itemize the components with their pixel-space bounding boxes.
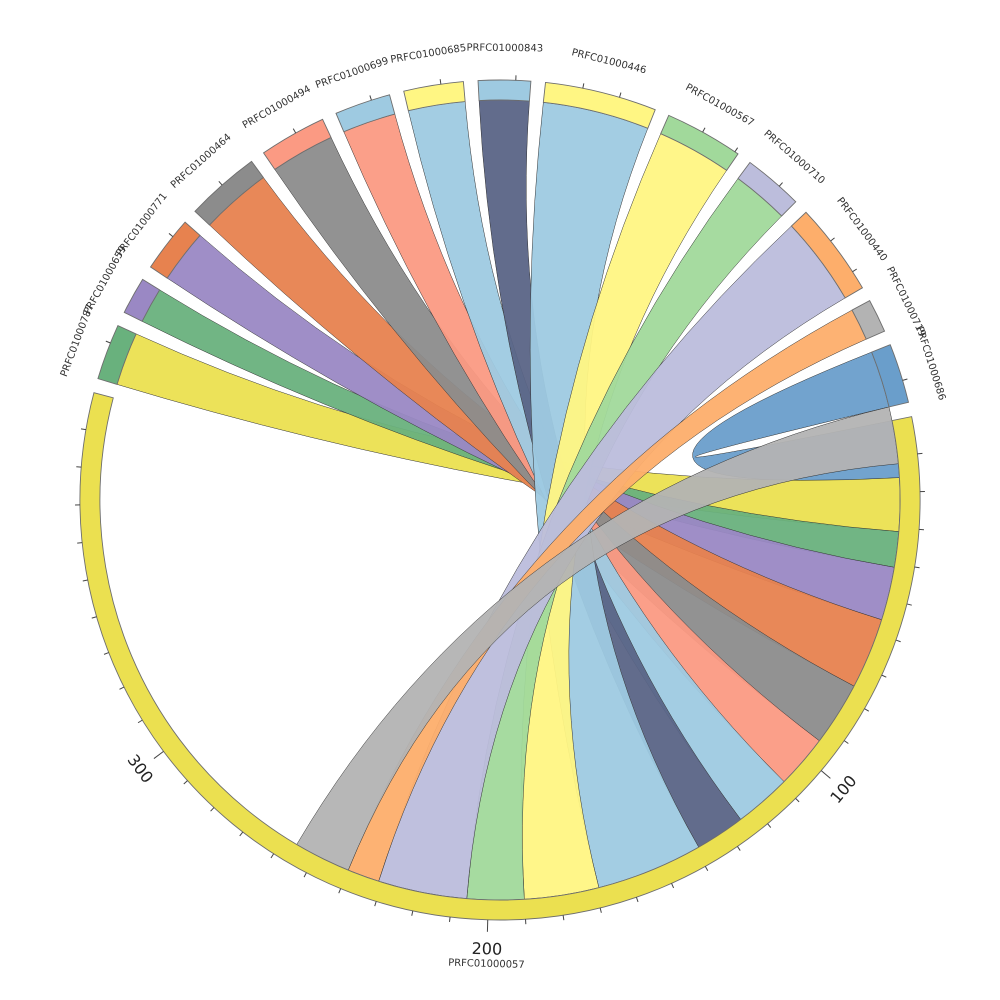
- tick-minor: [843, 740, 849, 744]
- hub-tick-label: 100: [826, 771, 860, 807]
- tick-minor: [303, 872, 307, 878]
- segment-prfc01000686: [871, 344, 910, 408]
- segment-label-prfc01000057: PRFC01000057: [448, 958, 525, 971]
- tick-minor: [439, 79, 442, 85]
- tick-minor: [168, 233, 174, 237]
- tick-minor: [902, 378, 908, 381]
- tick-minor: [881, 674, 887, 678]
- tick-minor: [895, 639, 901, 643]
- tick-minor: [906, 603, 912, 606]
- segment-prfc01000567: [660, 114, 739, 172]
- segment-prfc01000446: [542, 81, 656, 129]
- tick-minor: [864, 708, 870, 712]
- segment-prfc01000464: [194, 160, 265, 226]
- tick-minor: [635, 897, 639, 903]
- tick-minor: [734, 147, 739, 153]
- segment-label-prfc01000843: PRFC01000843: [466, 43, 543, 55]
- tick-minor: [582, 83, 585, 89]
- tick-minor: [137, 719, 143, 724]
- segment-prfc01000685: [403, 81, 466, 112]
- segment-prfc01000771: [149, 221, 201, 279]
- tick-minor: [80, 428, 87, 431]
- tick-minor: [702, 127, 706, 133]
- segment-label-prfc01000494: PRFC01000494: [241, 84, 313, 131]
- hub-tick-major: [820, 770, 831, 779]
- tick-minor: [795, 798, 800, 803]
- tick-minor: [82, 579, 88, 582]
- tick-minor: [411, 910, 414, 916]
- hub-tick-major: [153, 750, 164, 759]
- tick-minor: [374, 901, 377, 907]
- segment-prfc01000843: [477, 79, 532, 102]
- tick-minor: [369, 95, 372, 101]
- segment-label-prfc01000686: PRFC01000686: [914, 325, 948, 401]
- hub-tick-label: 200: [471, 939, 502, 959]
- tick-minor: [103, 652, 109, 655]
- tick-minor: [210, 807, 215, 812]
- segment-label-prfc01000464: PRFC01000464: [169, 132, 234, 191]
- chord-ribbons: [116, 99, 901, 901]
- tick-minor: [119, 686, 125, 690]
- segment-label-prfc01000710: PRFC01000710: [761, 128, 826, 186]
- segment-label-prfc01000771: PRFC01000771: [114, 191, 169, 258]
- tick-minor: [338, 888, 342, 894]
- tick-minor: [671, 883, 675, 889]
- tick-minor: [105, 340, 111, 344]
- segment-prfc01000787: [97, 325, 137, 385]
- tick-minor: [599, 907, 602, 913]
- segment-label-prfc01000685: PRFC01000685: [390, 43, 467, 66]
- segment-prfc01000494: [262, 118, 332, 171]
- segment-label-prfc01000446: PRFC01000446: [570, 47, 647, 76]
- tick-minor: [737, 846, 741, 851]
- tick-minor: [292, 128, 297, 134]
- tick-minor: [77, 542, 83, 544]
- segment-prfc01000719: [851, 299, 886, 340]
- hub-tick-label: 300: [124, 751, 158, 787]
- tick-minor: [830, 237, 835, 242]
- segment-label-prfc01000567: PRFC01000567: [683, 82, 755, 129]
- tick-minor: [239, 831, 244, 837]
- tick-minor: [619, 92, 622, 98]
- segment-prfc01000440: [790, 211, 864, 299]
- segment-prfc01000057: [79, 392, 921, 921]
- tick-minor: [270, 853, 275, 859]
- tick-minor: [91, 616, 97, 619]
- segment-label-prfc01000440: PRFC01000440: [834, 196, 889, 264]
- segment-prfc01000710: [737, 161, 797, 217]
- tick-minor: [778, 182, 783, 187]
- tick-minor: [914, 566, 920, 569]
- tick-minor: [852, 268, 858, 273]
- tick-minor: [917, 452, 923, 455]
- tick-minor: [218, 180, 223, 186]
- segment-label-prfc01000699: PRFC01000699: [314, 56, 390, 91]
- tick-minor: [704, 866, 709, 871]
- tick-minor: [448, 916, 451, 923]
- tick-minor: [562, 915, 565, 921]
- segment-prfc01000699: [335, 94, 396, 133]
- tick-minor: [183, 780, 188, 785]
- segment-prfc01000659: [123, 278, 161, 322]
- chord-segments: [79, 79, 921, 921]
- tick-minor: [767, 823, 772, 828]
